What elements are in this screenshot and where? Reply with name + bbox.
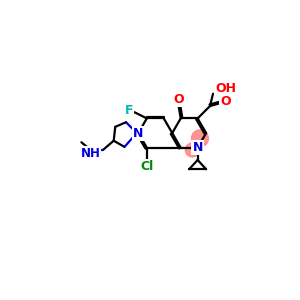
Text: N: N bbox=[133, 127, 143, 140]
Text: F: F bbox=[125, 104, 134, 117]
Circle shape bbox=[191, 130, 208, 147]
Circle shape bbox=[185, 143, 199, 157]
Text: O: O bbox=[173, 93, 184, 106]
Text: OH: OH bbox=[215, 82, 236, 95]
Text: NH: NH bbox=[81, 146, 100, 160]
Text: O: O bbox=[220, 95, 231, 108]
Text: N: N bbox=[193, 141, 203, 154]
Text: Cl: Cl bbox=[140, 160, 153, 173]
